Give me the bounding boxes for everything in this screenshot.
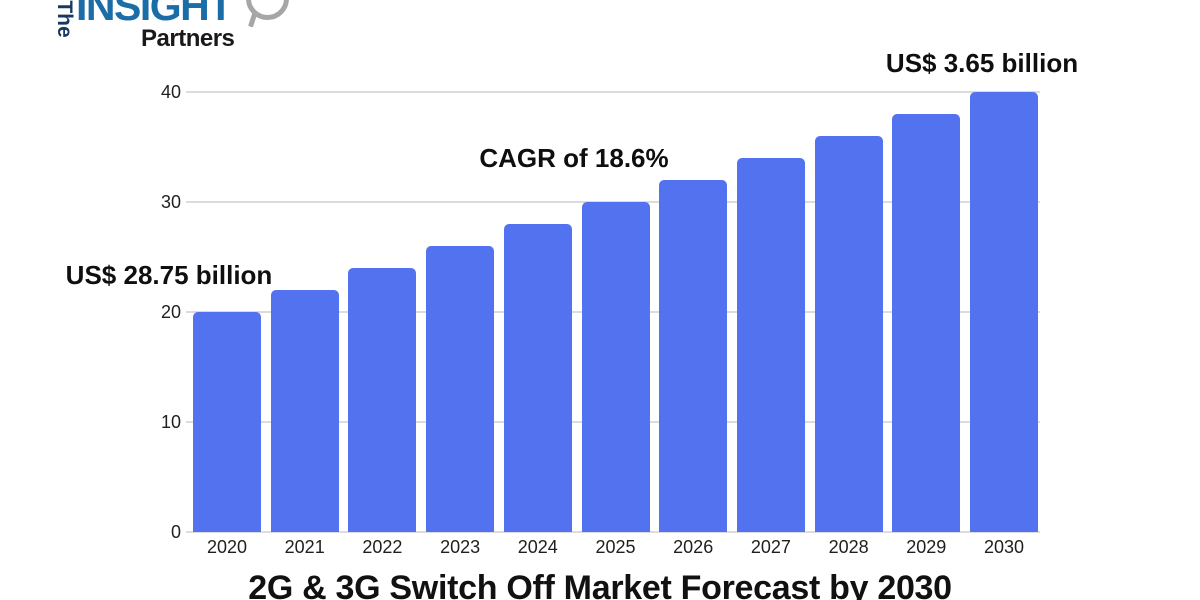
y-axis-tick-20: 20 — [160, 302, 181, 322]
annotation-cagr: CAGR of 18.6% — [479, 143, 669, 173]
insight-partners-logo: The INSIGHT Partners — [0, 0, 300, 60]
y-axis-tick-10: 10 — [160, 412, 181, 432]
x-axis-tick-2022: 2022 — [362, 537, 403, 557]
x-axis-tick-2020: 2020 — [206, 537, 248, 557]
bar-2021 — [270, 290, 339, 532]
logo-partners-text: Partners — [141, 25, 235, 52]
x-axis-tick-2026: 2026 — [673, 537, 714, 557]
gridline-40 — [186, 91, 1040, 93]
x-axis-tick-2021: 2021 — [284, 537, 325, 557]
y-axis-tick-30: 30 — [160, 192, 181, 212]
bar-2025 — [581, 202, 650, 532]
y-axis-tick-0: 0 — [170, 522, 181, 542]
x-axis-tick-2024: 2024 — [517, 537, 558, 557]
bar-2022 — [348, 268, 417, 532]
x-axis-tick-2028: 2028 — [828, 537, 869, 557]
bar-2029 — [892, 114, 961, 532]
bar-2023 — [426, 246, 495, 532]
annotation-end-value: US$ 3.65 billion — [885, 48, 1079, 78]
annotation-start-value: US$ 28.75 billion — [65, 260, 273, 290]
bar-2024 — [503, 224, 572, 532]
bar-2028 — [814, 136, 883, 532]
bar-2026 — [659, 180, 728, 532]
gridline-0 — [186, 531, 1040, 533]
bar-2020 — [193, 312, 261, 532]
x-axis-tick-2025: 2025 — [595, 537, 636, 557]
logo-insight-text: INSIGHT — [76, 0, 233, 29]
x-axis-tick-2023: 2023 — [440, 537, 481, 557]
bar-2030 — [970, 92, 1038, 532]
x-axis-tick-2030: 2030 — [983, 537, 1025, 557]
bar-2027 — [736, 158, 805, 532]
x-axis-tick-2027: 2027 — [750, 537, 791, 557]
y-axis-tick-40: 40 — [160, 82, 181, 102]
x-axis-tick-2029: 2029 — [906, 537, 947, 557]
chart-title: 2G & 3G Switch Off Market Forecast by 20… — [248, 569, 952, 600]
